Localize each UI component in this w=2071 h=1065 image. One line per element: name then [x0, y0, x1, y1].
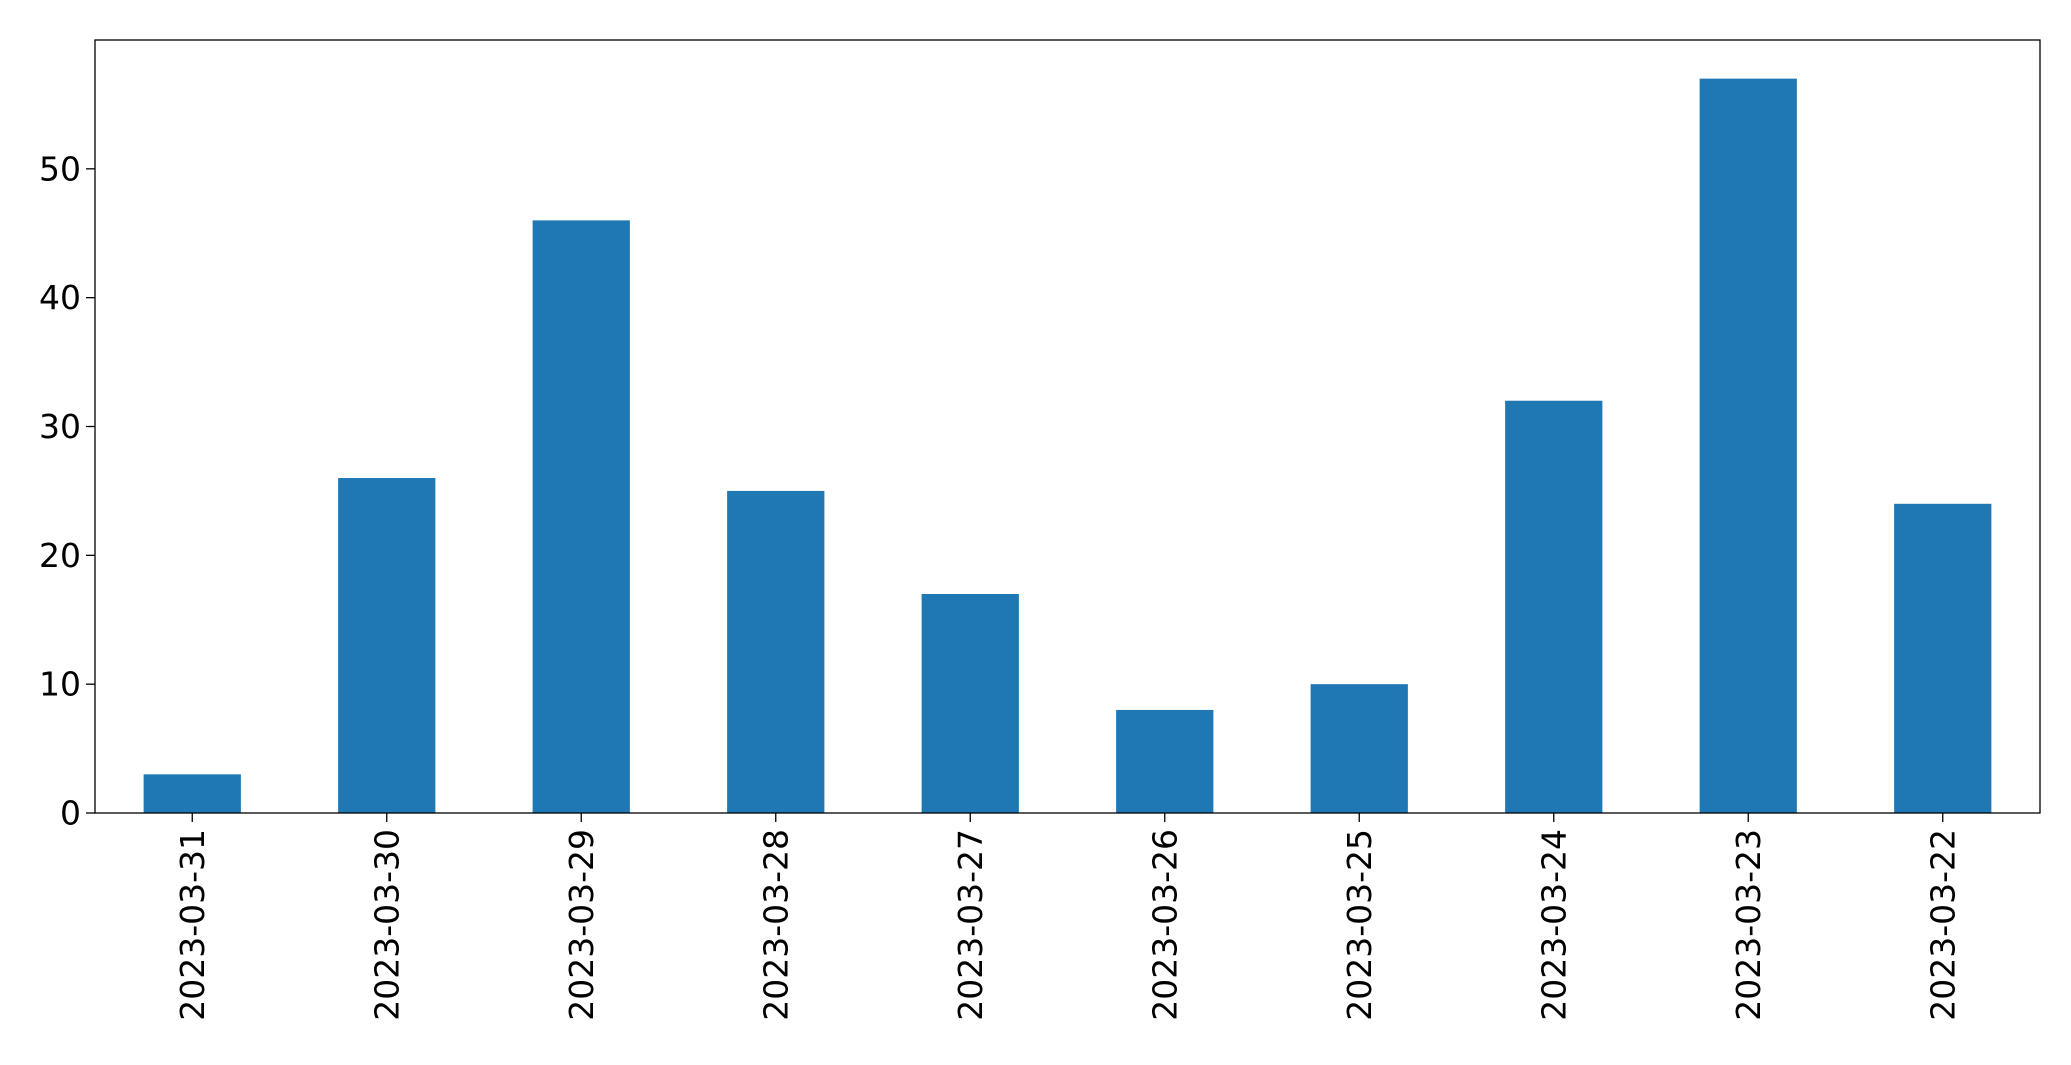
- y-tick-label: 20: [39, 536, 81, 575]
- x-tick-label: 2023-03-27: [951, 829, 990, 1021]
- bar-2023-03-24: [1505, 400, 1603, 813]
- x-tick-label: 2023-03-25: [1340, 829, 1379, 1021]
- y-tick-label: 0: [60, 794, 81, 833]
- bar-2023-03-23: [1699, 78, 1797, 813]
- x-tick-label: 2023-03-31: [173, 829, 212, 1021]
- y-axis: 0 10 20 30 40 50: [39, 149, 95, 833]
- y-tick-label: 50: [39, 149, 81, 188]
- bar-2023-03-31: [143, 774, 241, 813]
- y-tick-label: 40: [39, 278, 81, 317]
- bar-2023-03-30: [338, 478, 436, 813]
- bar-2023-03-22: [1894, 503, 1992, 813]
- plot-frame: [94, 39, 2041, 814]
- x-tick-label: 2023-03-24: [1534, 829, 1573, 1021]
- bar-2023-03-28: [727, 490, 825, 813]
- x-tick-label: 2023-03-23: [1729, 829, 1768, 1021]
- bar-2023-03-29: [532, 220, 630, 813]
- bar-2023-03-25: [1310, 684, 1408, 813]
- x-axis: 2023-03-31 2023-03-30 2023-03-29 2023-03-28…: [173, 813, 1962, 1021]
- bars-layer: [143, 78, 1992, 813]
- x-tick-label: 2023-03-26: [1145, 829, 1184, 1021]
- y-tick-label: 10: [39, 665, 81, 704]
- x-tick-label: 2023-03-30: [367, 829, 406, 1021]
- bar-2023-03-26: [1116, 709, 1214, 813]
- bar-2023-03-27: [921, 593, 1019, 813]
- y-tick-label: 30: [39, 407, 81, 446]
- x-tick-label: 2023-03-29: [562, 829, 601, 1021]
- x-tick-label: 2023-03-22: [1923, 829, 1962, 1021]
- x-tick-label: 2023-03-28: [756, 829, 795, 1021]
